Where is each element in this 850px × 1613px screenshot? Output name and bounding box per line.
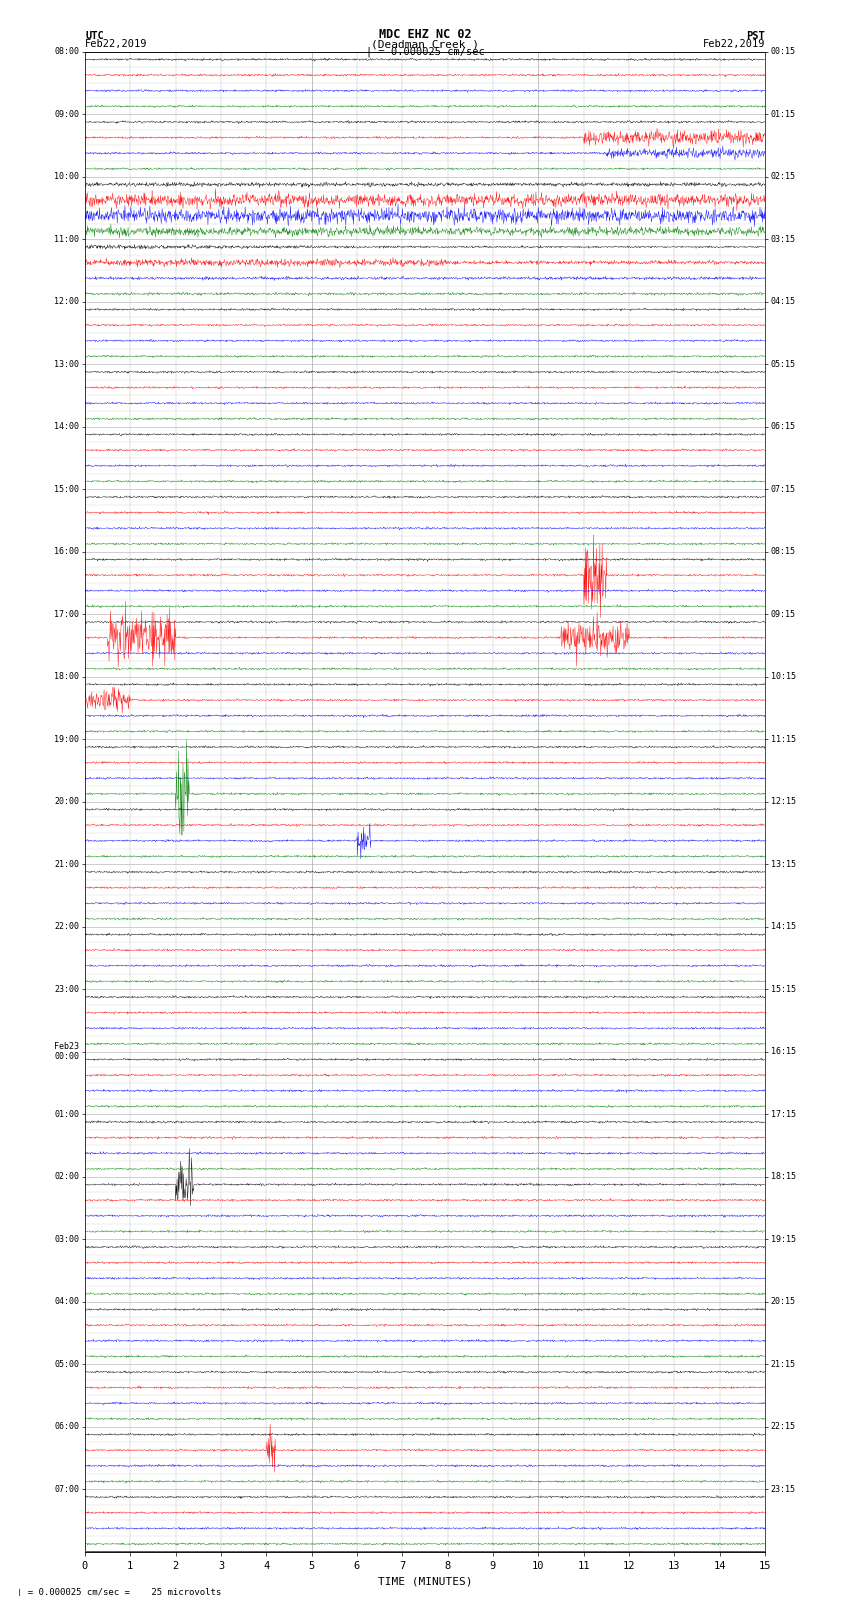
Text: MDC EHZ NC 02: MDC EHZ NC 02 — [379, 27, 471, 40]
Text: ❘ = 0.000025 cm/sec =    25 microvolts: ❘ = 0.000025 cm/sec = 25 microvolts — [17, 1587, 221, 1597]
Text: Feb22,2019: Feb22,2019 — [85, 39, 148, 50]
Text: (Deadman Creek ): (Deadman Creek ) — [371, 39, 479, 50]
Text: UTC: UTC — [85, 31, 104, 40]
Text: Feb22,2019: Feb22,2019 — [702, 39, 765, 50]
Text: PST: PST — [746, 31, 765, 40]
X-axis label: TIME (MINUTES): TIME (MINUTES) — [377, 1576, 473, 1586]
Text: | = 0.000025 cm/sec: | = 0.000025 cm/sec — [366, 47, 484, 58]
